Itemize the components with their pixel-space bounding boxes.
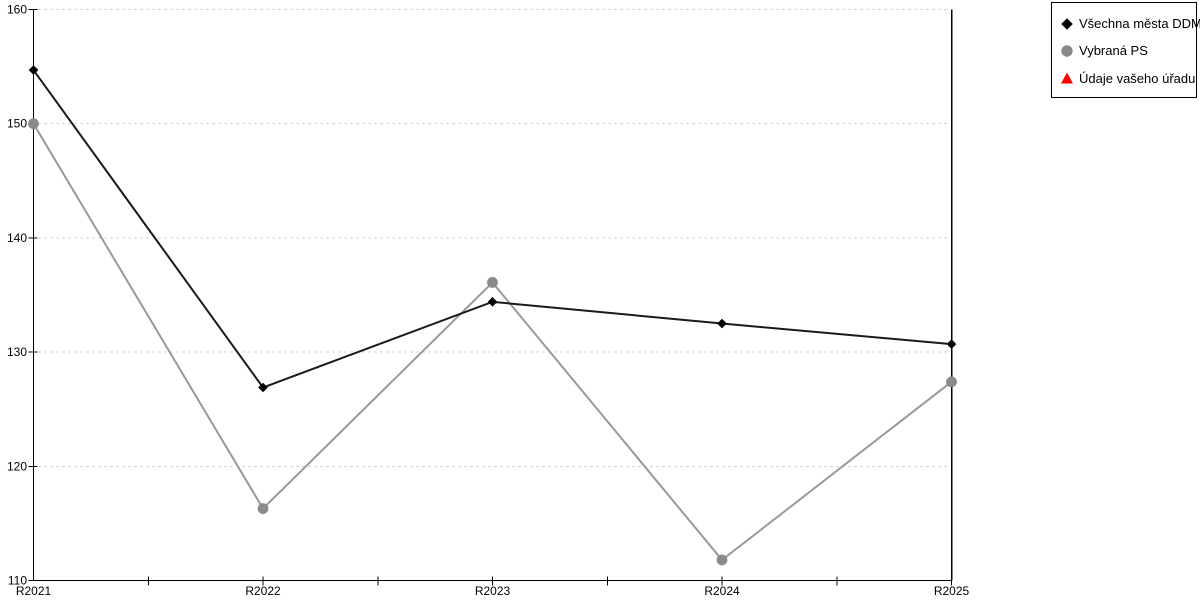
triangle-icon-shape <box>1061 72 1073 84</box>
legend-label: Vybraná PS <box>1079 43 1148 59</box>
circle-marker <box>257 503 269 514</box>
circle-marker <box>716 554 728 566</box>
diamond-marker <box>258 382 268 393</box>
legend-label: Všechna města DDM <box>1079 16 1200 32</box>
diamond-icon-shape <box>1061 17 1073 30</box>
y-tick-label: 110 <box>8 574 27 588</box>
circle-marker <box>946 376 957 388</box>
y-tick-label: 130 <box>7 345 27 359</box>
x-tick-label: R2023 <box>475 584 511 598</box>
x-tick-label: R2021 <box>16 584 52 598</box>
diamond-marker <box>487 297 498 307</box>
y-tick-label: 160 <box>7 3 27 17</box>
legend-item-vybrana-ps: Vybraná PS <box>1060 37 1192 64</box>
x-tick-label: R2025 <box>934 584 970 598</box>
legend: Všechna města DDM Vybraná PS Údaje vašeh… <box>1051 2 1200 98</box>
x-tick-label: R2024 <box>704 584 740 598</box>
triangle-icon <box>1061 72 1073 84</box>
y-tick-label: 120 <box>7 459 27 473</box>
legend-item-udaje-vaseho-uradu: Údaje vašeho úřadu <box>1060 65 1196 92</box>
circle-icon-shape <box>1061 45 1073 57</box>
diamond-icon <box>1061 17 1073 30</box>
series-line-vsechna-mesta-ddm <box>32 69 952 389</box>
y-tick-label: 150 <box>7 117 27 131</box>
diamond-marker <box>946 339 957 349</box>
y-tick-label: 140 <box>7 231 27 245</box>
circle-icon <box>1061 45 1073 57</box>
x-tick-label: R2022 <box>245 584 281 598</box>
diamond-marker <box>717 318 727 329</box>
circle-marker <box>487 277 498 288</box>
legend-label: Údaje vašeho úřadu <box>1079 70 1196 86</box>
circle-marker <box>28 118 39 130</box>
legend-item-vsechna-mesta-ddm: Všechna města DDM <box>1060 10 1200 37</box>
series-line-vybrana-ps <box>32 123 953 562</box>
diamond-marker <box>28 65 39 75</box>
